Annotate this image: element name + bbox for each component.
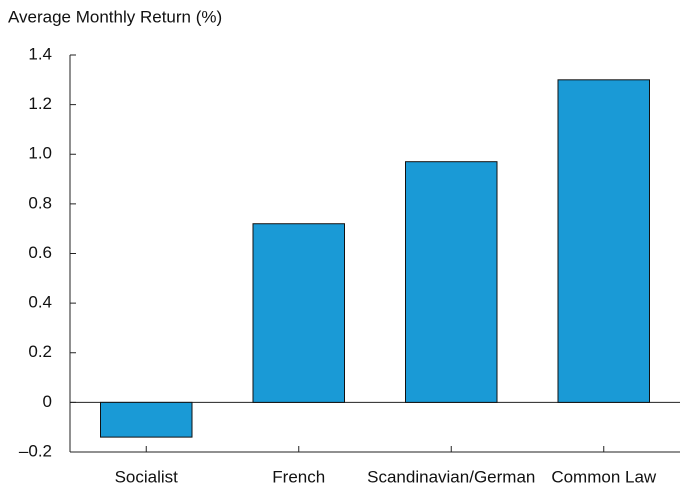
bar [557,79,650,403]
y-tick-label: 0.2 [28,342,52,361]
bar [100,401,193,438]
bar [252,223,345,403]
x-tick-label: Socialist [115,467,179,486]
y-tick-label: 1.2 [28,94,52,113]
x-tick-label: French [272,467,325,486]
y-tick-label: 0 [43,392,52,411]
y-tick-label: 0.8 [28,193,52,212]
y-tick-label: 1.4 [28,44,52,63]
y-tick-label: 1.0 [28,144,52,163]
y-tick-label: 0.4 [28,293,52,312]
y-tick-label: –0.2 [19,441,52,460]
chart-title: Average Monthly Return (%) [8,7,222,26]
bar [405,161,498,403]
x-tick-label: Common Law [551,467,657,486]
y-tick-label: 0.6 [28,243,52,262]
x-tick-label: Scandinavian/German [367,467,535,486]
